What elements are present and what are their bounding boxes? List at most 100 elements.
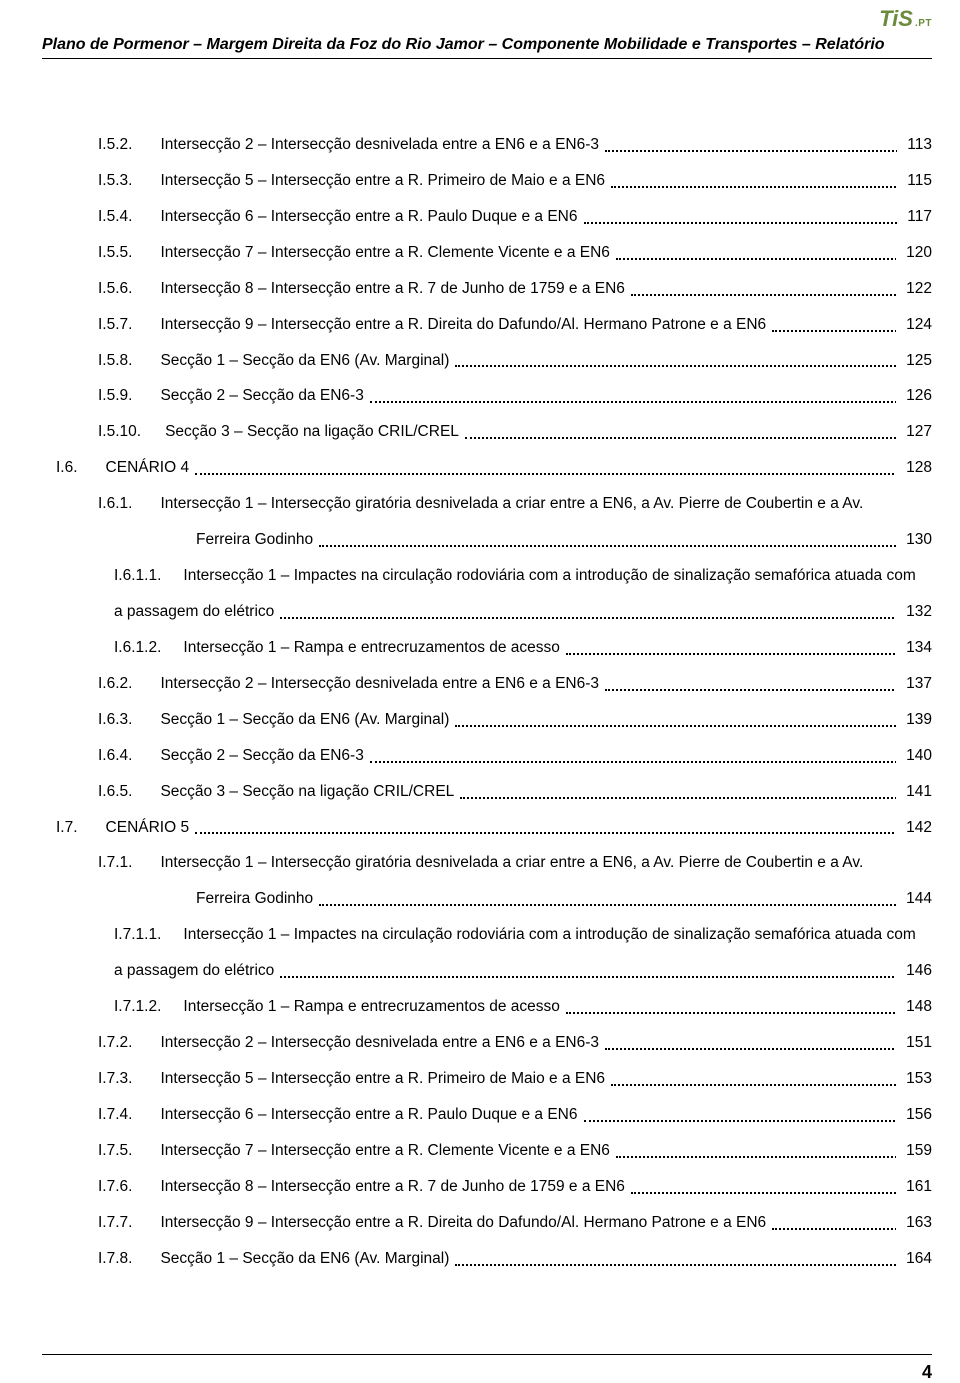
toc-entry-title: Intersecção 1 – Impactes na circulação r… <box>183 566 932 587</box>
logo: TiS.PT <box>879 6 932 32</box>
toc-entry-title: Intersecção 7 – Intersecção entre a R. C… <box>160 243 896 264</box>
toc-entry-title: Intersecção 8 – Intersecção entre a R. 7… <box>160 279 896 300</box>
toc-entry-page: 151 <box>902 1033 932 1054</box>
toc-entry: I.7.7. Intersecção 9 – Intersecção entre … <box>42 1213 932 1234</box>
toc-entry-title: Intersecção 1 – Rampa e entrecruzamentos… <box>183 638 896 659</box>
toc-entry-title: CENÁRIO 4 <box>106 458 897 479</box>
toc-entry-number: I.7.4. <box>98 1105 132 1126</box>
toc-entry-page: 161 <box>902 1177 932 1198</box>
toc-entry-page: 122 <box>902 279 932 300</box>
toc-entry: Ferreira Godinho144 <box>42 889 932 910</box>
toc-entry-number: I.7.1. <box>98 853 132 874</box>
toc-entry: I.5.10.Secção 3 – Secção na ligação CRIL… <box>42 422 932 443</box>
toc-entry-number: I.5.3. <box>98 171 132 192</box>
toc-entry: I.7.1. Intersecção 1 – Intersecção girató… <box>42 853 932 874</box>
footer: 4 <box>42 1354 932 1355</box>
toc-entry-page: 140 <box>902 746 932 767</box>
toc-entry-page: 132 <box>902 602 932 623</box>
toc-entry-title: CENÁRIO 5 <box>106 818 897 839</box>
toc-entry-title: Secção 1 – Secção da EN6 (Av. Marginal) <box>160 710 896 731</box>
toc-entry-number: I.5.6. <box>98 279 132 300</box>
toc-entry-title: Intersecção 2 – Intersecção desnivelada … <box>160 1033 896 1054</box>
toc-entry-number: I.7.7. <box>98 1213 132 1234</box>
toc-entry-page: 115 <box>903 171 932 192</box>
toc-entry: I.5.3. Intersecção 5 – Intersecção entre … <box>42 171 932 192</box>
toc-entry-page: 144 <box>902 889 932 910</box>
toc-entry-page: 141 <box>902 782 932 803</box>
page-number: 4 <box>922 1362 932 1383</box>
toc-entry: I.6.1.2.Intersecção 1 – Rampa e entrecru… <box>42 638 932 659</box>
toc-entry: I.6.1. Intersecção 1 – Intersecção girató… <box>42 494 932 515</box>
logo-suffix: .PT <box>915 18 932 29</box>
toc-entry: I.7.3. Intersecção 5 – Intersecção entre … <box>42 1069 932 1090</box>
toc-entry: I.7.CENÁRIO 5142 <box>42 818 932 839</box>
toc-entry: I.7.5.Intersecção 7 – Intersecção entre … <box>42 1141 932 1162</box>
toc-entry-page: 156 <box>902 1105 932 1126</box>
toc-entry-page: 137 <box>902 674 932 695</box>
toc-entry-page: 130 <box>902 530 932 551</box>
toc-entry-title: a passagem do elétrico <box>114 961 896 982</box>
toc-entry-page: 159 <box>902 1141 932 1162</box>
toc-entry-page: 139 <box>902 710 932 731</box>
toc-entry: I.6.3.Secção 1 – Secção da EN6 (Av. Marg… <box>42 710 932 731</box>
toc-entry-number: I.7.1.1. <box>114 925 161 946</box>
toc-entry-number: I.7.3. <box>98 1069 132 1090</box>
toc-entry-title: a passagem do elétrico <box>114 602 896 623</box>
document-page: TiS.PT Plano de Pormenor – Margem Direit… <box>0 0 960 1383</box>
toc-entry-title: Secção 1 – Secção da EN6 (Av. Marginal) <box>160 1249 896 1270</box>
toc-entry-number: I.7.2. <box>98 1033 132 1054</box>
toc-entry-title: Ferreira Godinho <box>196 530 896 551</box>
toc-entry-title: Intersecção 5 – Intersecção entre a R. P… <box>160 171 897 192</box>
toc-entry-number: I.6.1. <box>98 494 132 515</box>
toc-entry-number: I.7.8. <box>98 1249 132 1270</box>
toc-entry-number: I.5.8. <box>98 351 132 372</box>
toc-entry-title: Intersecção 9 – Intersecção entre a R. D… <box>160 315 896 336</box>
toc-entry-title: Intersecção 2 – Intersecção desnivelada … <box>160 135 897 156</box>
toc-entry-title: Intersecção 1 – Intersecção giratória de… <box>160 853 932 874</box>
toc-entry: I.5.9.Secção 2 – Secção da EN6-3126 <box>42 386 932 407</box>
toc-entry-title: Intersecção 1 – Intersecção giratória de… <box>160 494 932 515</box>
toc-entry: I.5.4.Intersecção 6 – Intersecção entre … <box>42 207 932 228</box>
header-rule <box>42 58 932 59</box>
toc-entry-title: Intersecção 6 – Intersecção entre a R. P… <box>160 1105 896 1126</box>
toc-entry: I.7.1.2. Intersecção 1 – Rampa e entrecru… <box>42 997 932 1018</box>
toc-entry: I.7.6.Intersecção 8 – Intersecção entre … <box>42 1177 932 1198</box>
toc-entry-title: Secção 3 – Secção na ligação CRIL/CREL <box>160 782 896 803</box>
toc-entry-number: I.5.2. <box>98 135 132 156</box>
toc-entry-title: Secção 3 – Secção na ligação CRIL/CREL <box>165 422 896 443</box>
toc-entry-page: 163 <box>902 1213 932 1234</box>
toc-entry: I.5.6. Intersecção 8 – Intersecção entre … <box>42 279 932 300</box>
toc-entry-page: 146 <box>902 961 932 982</box>
toc-entry-number: I.5.4. <box>98 207 132 228</box>
toc-entry-title: Secção 2 – Secção da EN6-3 <box>160 746 896 767</box>
toc-entry: I.6.2. Intersecção 2 – Intersecção desniv… <box>42 674 932 695</box>
toc-entry-page: 120 <box>902 243 932 264</box>
toc-entry-page: 148 <box>902 997 932 1018</box>
toc-entry-number: I.6.2. <box>98 674 132 695</box>
toc-entry-title: Intersecção 2 – Intersecção desnivelada … <box>160 674 896 695</box>
toc-entry-number: I.7.1.2. <box>114 997 161 1018</box>
toc-entry-title: Intersecção 5 – Intersecção entre a R. P… <box>160 1069 896 1090</box>
toc-entry-number: I.5.7. <box>98 315 132 336</box>
toc-entry-number: I.7.6. <box>98 1177 132 1198</box>
toc-entry-page: 113 <box>903 135 932 156</box>
toc-entry-title: Secção 1 – Secção da EN6 (Av. Marginal) <box>160 351 896 372</box>
toc-entry-number: I.5.5. <box>98 243 132 264</box>
toc-entry-page: 117 <box>903 207 932 228</box>
toc-entry: a passagem do elétrico 146 <box>42 961 932 982</box>
toc-entry-number: I.7.5. <box>98 1141 132 1162</box>
toc-entry-title: Intersecção 9 – Intersecção entre a R. D… <box>160 1213 896 1234</box>
toc-entry: I.6.4.Secção 2 – Secção da EN6-3140 <box>42 746 932 767</box>
toc-entry-page: 124 <box>902 315 932 336</box>
logo-main: TiS <box>879 6 913 31</box>
toc-entry-page: 134 <box>902 638 932 659</box>
toc-entry-number: I.6. <box>56 458 78 479</box>
toc-entry-number: I.6.1.1. <box>114 566 161 587</box>
toc-entry: I.7.4. Intersecção 6 – Intersecção entre … <box>42 1105 932 1126</box>
toc-entry: I.5.8. Secção 1 – Secção da EN6 (Av. Marg… <box>42 351 932 372</box>
toc-entry-number: I.5.9. <box>98 386 132 407</box>
toc-entry-title: Intersecção 1 – Impactes na circulação r… <box>183 925 932 946</box>
toc-entry-title: Intersecção 1 – Rampa e entrecruzamentos… <box>183 997 896 1018</box>
toc-entry: I.5.5. Intersecção 7 – Intersecção entre … <box>42 243 932 264</box>
toc-entry-page: 128 <box>902 458 932 479</box>
